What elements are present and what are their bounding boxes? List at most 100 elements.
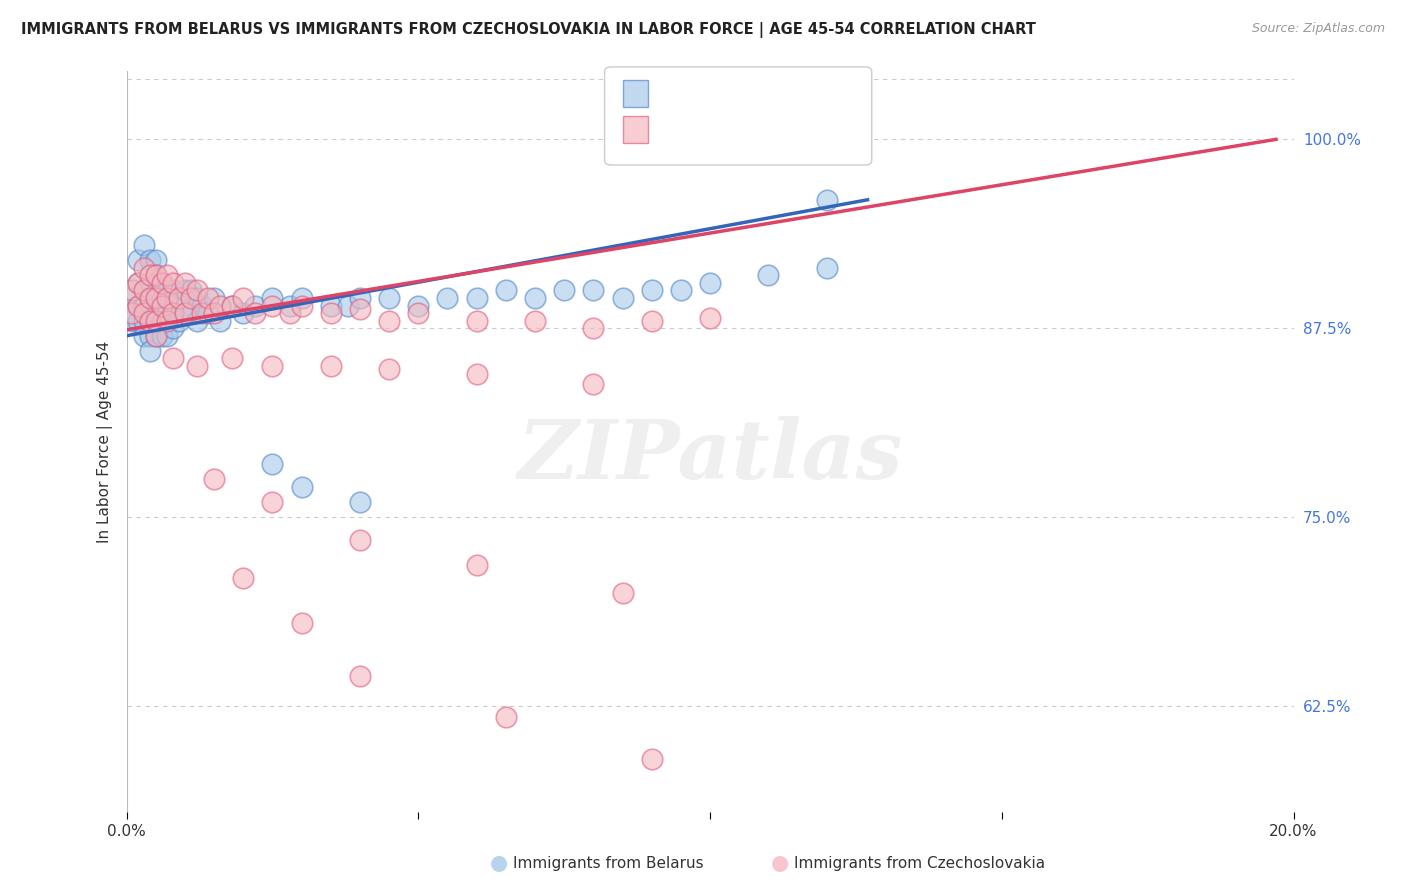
Point xyxy=(699,276,721,290)
Point xyxy=(150,299,173,313)
Point xyxy=(132,238,155,252)
Point xyxy=(221,299,243,313)
Point xyxy=(162,299,184,313)
Point xyxy=(262,457,284,471)
Point xyxy=(319,359,342,373)
Text: R = 0.399   N = 71: R = 0.399 N = 71 xyxy=(657,85,827,103)
Text: Immigrants from Czechoslovakia: Immigrants from Czechoslovakia xyxy=(794,856,1046,871)
Point xyxy=(132,306,155,320)
Text: ●: ● xyxy=(491,854,508,873)
Point xyxy=(139,313,162,327)
Point xyxy=(699,310,721,325)
Point xyxy=(167,313,190,327)
Point xyxy=(208,313,231,327)
Point xyxy=(186,359,208,373)
Point xyxy=(290,291,312,305)
Point xyxy=(278,306,301,320)
Point xyxy=(278,299,301,313)
Point xyxy=(150,276,173,290)
Point xyxy=(349,495,371,509)
Point xyxy=(127,276,149,290)
Point xyxy=(180,284,202,298)
Point xyxy=(495,284,517,298)
Text: Immigrants from Belarus: Immigrants from Belarus xyxy=(513,856,704,871)
Point xyxy=(139,328,162,343)
Point xyxy=(174,284,197,298)
Point xyxy=(815,260,838,275)
Point xyxy=(121,306,143,320)
Point xyxy=(202,306,225,320)
Point xyxy=(349,301,371,316)
Point xyxy=(640,313,664,327)
Point xyxy=(167,291,190,305)
Point xyxy=(197,306,219,320)
Point xyxy=(756,268,779,283)
Point xyxy=(378,362,401,376)
Point xyxy=(156,284,179,298)
Point xyxy=(121,284,143,298)
Point xyxy=(221,351,243,366)
Point xyxy=(156,268,179,283)
Point xyxy=(127,313,149,327)
Point xyxy=(162,321,184,335)
Point xyxy=(221,299,243,313)
Point xyxy=(145,291,167,305)
Point xyxy=(167,291,190,305)
Point xyxy=(669,284,692,298)
Point xyxy=(150,276,173,290)
Point xyxy=(156,306,179,320)
Point xyxy=(139,253,162,268)
Point xyxy=(262,359,284,373)
Point xyxy=(186,291,208,305)
Point xyxy=(121,291,143,305)
Point xyxy=(139,313,162,327)
Point xyxy=(319,306,342,320)
Point xyxy=(174,276,197,290)
Point xyxy=(150,328,173,343)
Point xyxy=(132,328,155,343)
Point xyxy=(180,291,202,305)
Point xyxy=(186,284,208,298)
Point xyxy=(349,533,371,547)
Point xyxy=(524,291,547,305)
Point xyxy=(145,253,167,268)
Point xyxy=(174,306,197,320)
Point xyxy=(132,299,155,313)
Point xyxy=(132,260,155,275)
Point xyxy=(612,291,634,305)
Point xyxy=(290,615,312,630)
Point xyxy=(180,306,202,320)
Point xyxy=(465,367,488,381)
Point xyxy=(232,306,254,320)
Point xyxy=(262,495,284,509)
Point xyxy=(408,299,430,313)
Point xyxy=(290,480,312,494)
Point xyxy=(139,268,162,283)
Point xyxy=(127,276,149,290)
Point xyxy=(139,291,162,305)
Point xyxy=(378,291,401,305)
Point xyxy=(150,291,173,305)
Point xyxy=(150,313,173,327)
Point xyxy=(640,284,664,298)
Point xyxy=(145,268,167,283)
Point xyxy=(156,313,179,327)
Point xyxy=(191,299,214,313)
Point xyxy=(337,299,360,313)
Point xyxy=(495,709,517,723)
Point xyxy=(553,284,575,298)
Point xyxy=(202,472,225,486)
Text: ZIPatlas: ZIPatlas xyxy=(517,417,903,496)
Point xyxy=(232,291,254,305)
Text: ●: ● xyxy=(772,854,789,873)
Point xyxy=(465,313,488,327)
Point xyxy=(262,291,284,305)
Point xyxy=(139,291,162,305)
Point xyxy=(127,299,149,313)
Point xyxy=(132,284,155,298)
Point xyxy=(197,291,219,305)
Point xyxy=(145,291,167,305)
Point xyxy=(191,306,214,320)
Text: R = 0.204   N = 63: R = 0.204 N = 63 xyxy=(657,120,827,138)
Point xyxy=(156,328,179,343)
